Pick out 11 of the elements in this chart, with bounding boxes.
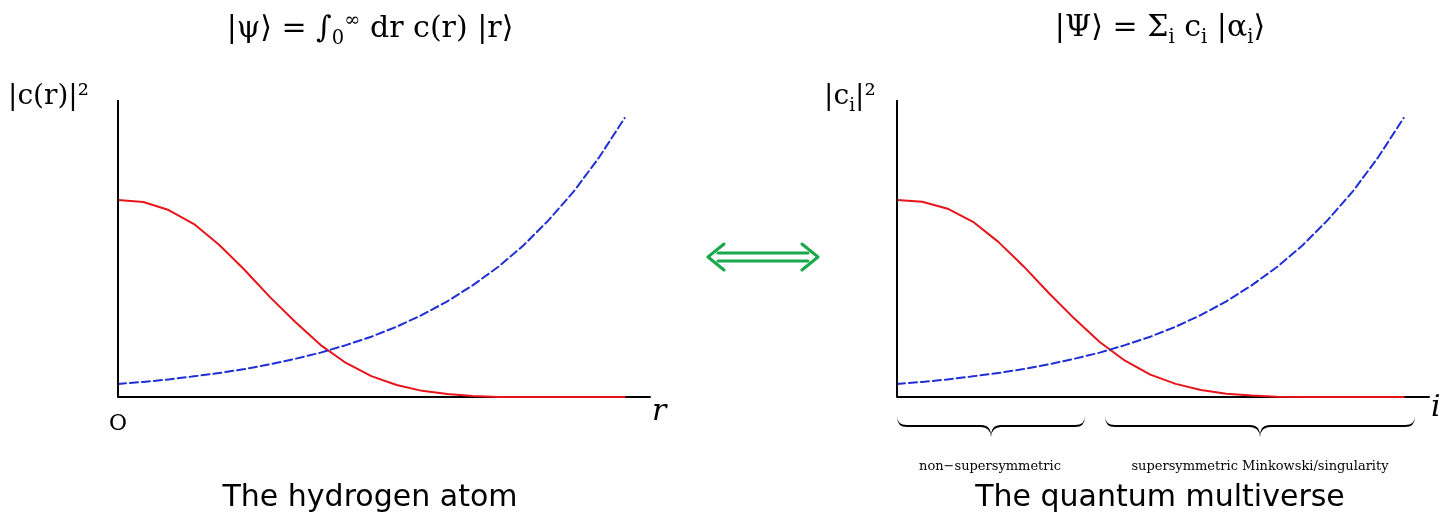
text: non−supersymmetric [919, 458, 1061, 473]
y-axis-title: |c$_{i}$|² [824, 78, 876, 115]
x-axis-title: i [1431, 388, 1441, 423]
text: supersymmetric Minkowski/singularity [1131, 458, 1389, 473]
x-axis-title: r [652, 392, 667, 427]
y-axis-title: |c(r)|² [8, 78, 90, 111]
text: The hydrogen atom [222, 478, 518, 513]
text: O [108, 410, 128, 435]
chart-title: |Ψ⟩ = Σ$_{i}$ c$_{i}$ |α$_{i}$⟩ [1054, 8, 1266, 48]
chart-title: |ψ⟩ = ∫$_{0}$$^{∞}$ dr c(r) |r⟩ [226, 8, 514, 49]
text: The quantum multiverse [975, 478, 1345, 513]
